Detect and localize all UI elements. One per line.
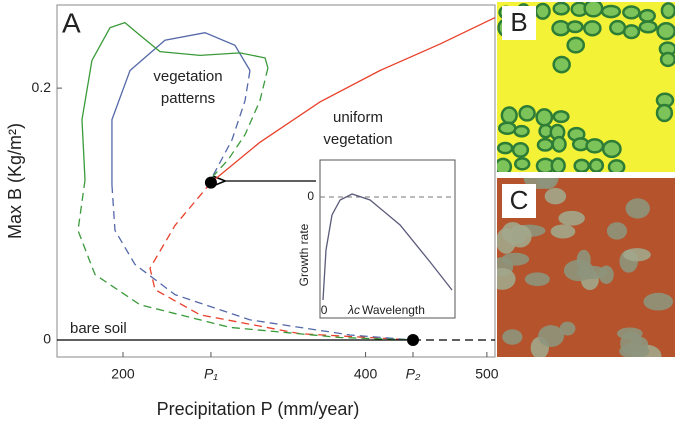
shrub	[619, 343, 650, 357]
blob	[513, 124, 530, 138]
blob	[622, 24, 641, 40]
blob	[497, 121, 517, 135]
blob	[659, 51, 675, 68]
blob	[638, 20, 658, 34]
blob	[518, 104, 536, 122]
x-tick-label: 400	[354, 366, 378, 382]
shrub	[623, 248, 651, 262]
blob	[656, 21, 675, 41]
blob	[638, 8, 656, 23]
panel-b-image	[497, 2, 675, 172]
blob	[607, 159, 626, 172]
blob	[550, 157, 566, 172]
plot-frame	[319, 159, 456, 319]
series-line	[111, 185, 414, 341]
panel-label: C	[510, 185, 529, 215]
series-line	[212, 67, 269, 177]
shrub	[643, 292, 674, 311]
x-tick-label: P₂	[406, 366, 421, 382]
y-tick-label: 0	[307, 189, 314, 203]
blob	[511, 142, 530, 158]
x-tick-label: P₁	[204, 366, 218, 382]
blob	[585, 138, 605, 154]
blob	[536, 137, 554, 152]
blob	[497, 141, 514, 155]
series-line	[211, 70, 251, 178]
blob	[513, 157, 531, 171]
series-line	[210, 17, 496, 184]
shrub	[550, 224, 576, 239]
shrub	[544, 188, 567, 205]
series-line	[77, 179, 414, 341]
series-line	[81, 21, 269, 181]
annotation: patterns	[161, 90, 215, 107]
series-line	[111, 32, 251, 186]
annotation: uniform	[333, 109, 383, 126]
y-axis-label: Max B (Kg/m²)	[5, 123, 25, 239]
x-tick-label: 200	[111, 366, 135, 382]
point	[204, 176, 217, 189]
blob	[552, 2, 571, 16]
annotation: vegetation	[323, 131, 392, 148]
shrub	[508, 224, 532, 248]
blob	[655, 103, 674, 123]
blob	[600, 4, 622, 19]
blob	[497, 157, 513, 172]
blob	[551, 20, 571, 37]
blob	[552, 110, 570, 124]
shrub	[558, 210, 585, 226]
blob	[566, 36, 586, 54]
inset-x-label: Wavelength	[362, 303, 425, 317]
y-tick-label: 0	[43, 331, 51, 347]
blob	[573, 158, 590, 172]
blob	[552, 55, 571, 74]
shrub	[538, 325, 565, 347]
blob	[609, 19, 627, 36]
shrub	[497, 268, 516, 290]
blob	[583, 20, 602, 37]
annotation: vegetation	[153, 68, 222, 85]
x-axis-label: Precipitation P (mm/year)	[157, 399, 360, 419]
shrub	[625, 198, 650, 219]
blob	[566, 20, 584, 34]
shrub	[559, 321, 576, 336]
blob	[622, 5, 641, 20]
panel-label: A	[62, 7, 81, 38]
inset-y-label: Growth rate	[297, 223, 311, 286]
blob	[534, 2, 551, 20]
blob	[551, 135, 567, 153]
y-tick-label: 0.2	[32, 79, 52, 95]
shrub	[524, 272, 550, 287]
shrub	[606, 222, 628, 240]
panel-label-box	[502, 6, 536, 40]
blob	[660, 2, 675, 20]
x-tick-label: λc	[347, 303, 360, 317]
shrub	[502, 329, 523, 345]
panel-label: B	[510, 7, 527, 37]
plot-frame	[56, 4, 496, 358]
x-tick-label: 500	[475, 366, 499, 382]
blob	[588, 158, 605, 172]
point	[407, 333, 420, 346]
shrub	[563, 259, 594, 282]
blob	[500, 106, 518, 125]
x-tick-label: 0	[321, 303, 328, 317]
blob	[583, 2, 604, 18]
shrub	[616, 327, 643, 340]
blob	[601, 139, 622, 159]
panel-label-box	[502, 184, 536, 218]
blob	[535, 108, 554, 127]
series-line	[322, 193, 453, 301]
annotation: bare soil	[70, 320, 127, 337]
